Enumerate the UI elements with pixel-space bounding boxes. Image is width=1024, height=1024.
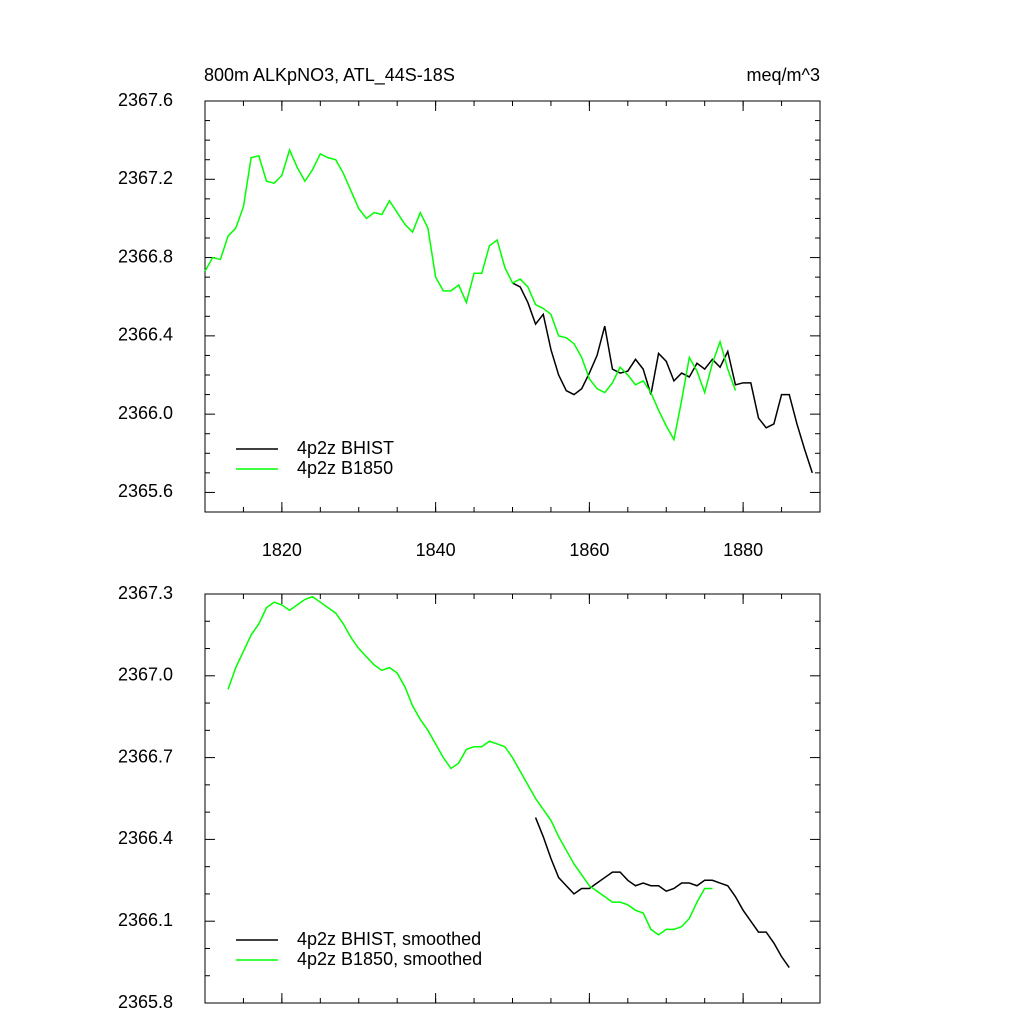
series-line (534, 817, 790, 968)
legend-label: 4p2z B1850 (297, 458, 393, 478)
y-tick-label: 2366.4 (118, 828, 173, 848)
x-tick-label: 1840 (416, 540, 456, 560)
legend-label: 4p2z BHIST (297, 438, 394, 458)
y-tick-label: 2367.6 (118, 90, 173, 110)
series-line (227, 595, 713, 936)
x-tick-label: 1860 (569, 540, 609, 560)
y-tick-label: 2366.0 (118, 403, 173, 423)
legend-label: 4p2z BHIST, smoothed (297, 929, 481, 949)
series-line (204, 147, 737, 442)
y-tick-label: 2366.7 (118, 746, 173, 766)
series-line (512, 282, 814, 474)
x-tick-label: 1880 (723, 540, 763, 560)
chart-title: 800m ALKpNO3, ATL_44S-18S (204, 65, 455, 86)
x-tick-label: 1820 (262, 540, 302, 560)
y-tick-label: 2365.6 (118, 481, 173, 501)
y-tick-label: 2366.4 (118, 325, 173, 345)
y-tick-label: 2367.2 (118, 168, 173, 188)
y-tick-label: 2367.3 (118, 583, 173, 603)
y-tick-label: 2365.8 (118, 992, 173, 1012)
y-tick-label: 2367.0 (118, 665, 173, 685)
legend-label: 4p2z B1850, smoothed (297, 949, 482, 969)
y-tick-label: 2366.8 (118, 246, 173, 266)
units-label: meq/m^3 (747, 65, 820, 85)
y-tick-label: 2366.1 (118, 910, 173, 930)
